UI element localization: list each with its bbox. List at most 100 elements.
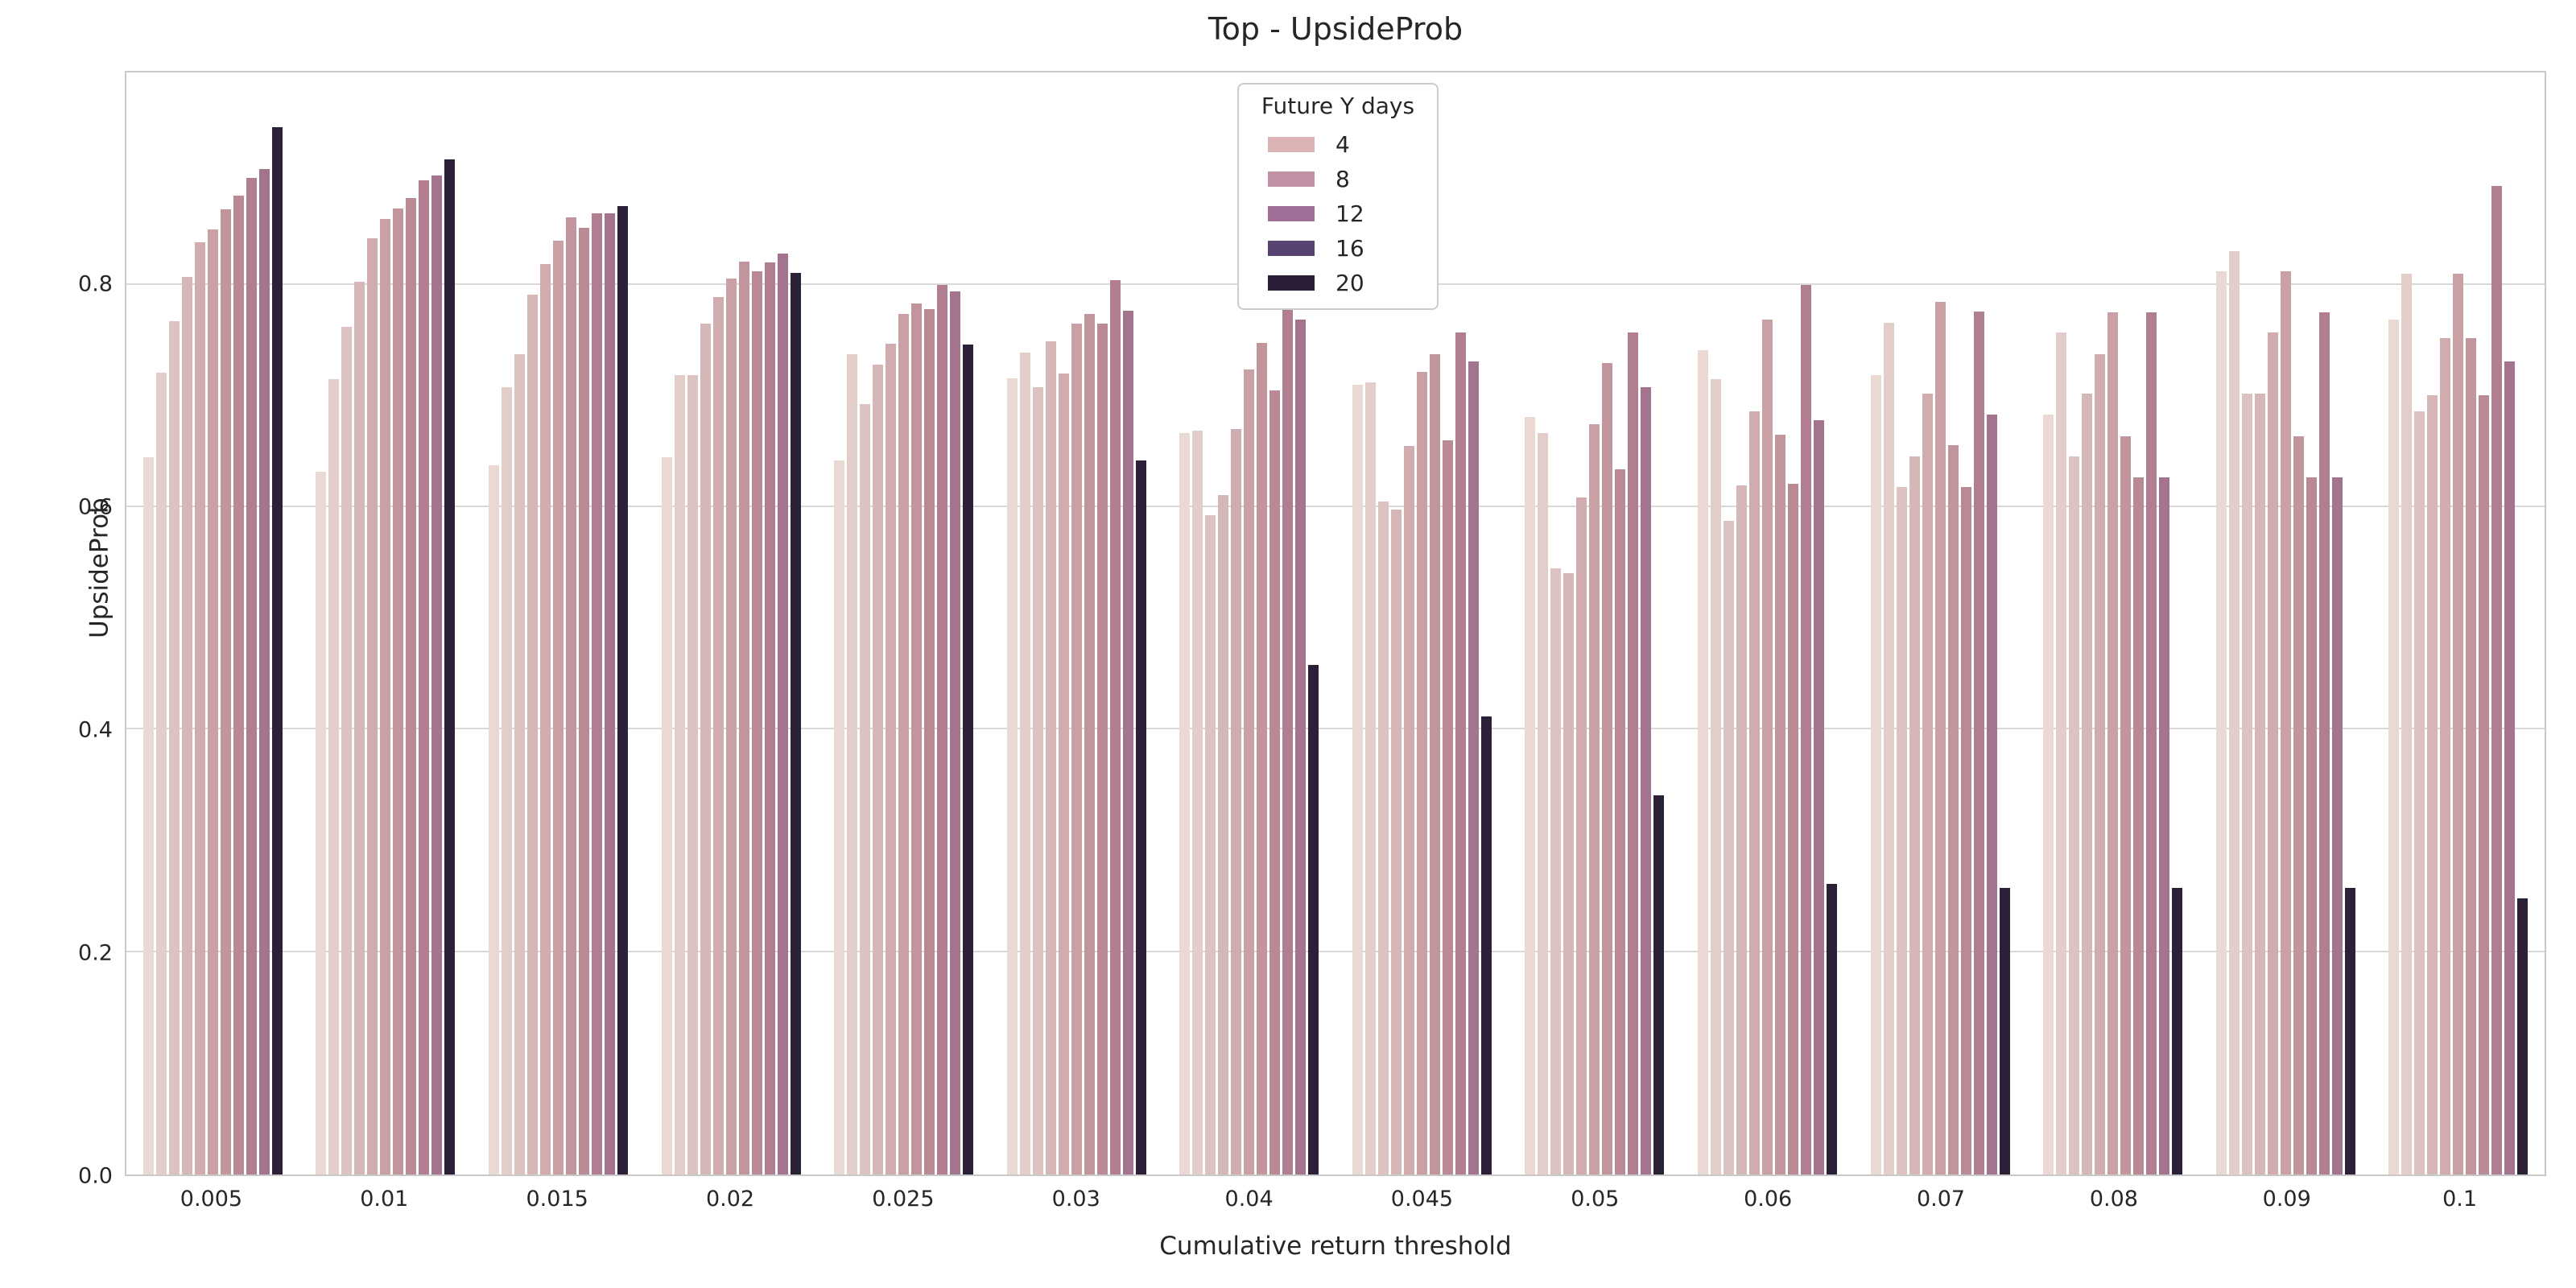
bar: [2504, 361, 2516, 1174]
bar: [341, 327, 353, 1174]
bar: [1826, 884, 1837, 1174]
bar: [233, 196, 244, 1174]
bar: [1870, 374, 1881, 1174]
bar: [937, 284, 948, 1174]
bar: [1045, 341, 1056, 1174]
legend-swatch: [1268, 137, 1315, 152]
legend-swatch: [1268, 241, 1315, 256]
bar: [2280, 271, 2291, 1174]
x-tick-label: 0.02: [705, 1187, 755, 1212]
bar: [2241, 394, 2252, 1174]
bar: [1589, 423, 1600, 1174]
bar: [1282, 297, 1294, 1174]
y-tick-label: 0.0: [78, 1163, 113, 1189]
x-tick-label: 0.01: [360, 1187, 409, 1212]
bar: [155, 373, 167, 1174]
bar-group-0.025: [817, 72, 990, 1174]
chart-title: Top - UpsideProb: [1208, 11, 1463, 47]
bar: [924, 309, 935, 1174]
bar: [1455, 332, 1466, 1174]
bar: [1257, 342, 1268, 1174]
bar: [367, 237, 378, 1174]
bar-group-0.045: [1335, 72, 1509, 1174]
bar: [2082, 394, 2093, 1174]
bar: [2401, 274, 2413, 1174]
bar: [2388, 319, 2400, 1174]
bar: [2069, 456, 2080, 1174]
bar: [1761, 319, 1773, 1174]
bar: [738, 261, 749, 1174]
bar: [1135, 460, 1146, 1174]
bar: [2293, 436, 2304, 1174]
bar: [258, 169, 270, 1174]
bar: [1468, 361, 1479, 1174]
bar: [712, 297, 724, 1174]
bar: [674, 374, 685, 1174]
bar: [661, 456, 672, 1174]
bar: [2344, 887, 2355, 1174]
bar: [431, 175, 443, 1174]
bar: [847, 353, 858, 1174]
bar: [1934, 301, 1946, 1174]
x-tick-label: 0.06: [1744, 1187, 1793, 1212]
bar: [604, 213, 615, 1174]
bar: [1377, 502, 1389, 1174]
bar: [860, 403, 871, 1174]
bar: [1550, 568, 1562, 1174]
bar: [1122, 310, 1133, 1174]
bar: [2414, 411, 2425, 1174]
bar: [1192, 430, 1203, 1174]
bar-group-0.015: [472, 72, 645, 1174]
bar: [168, 321, 180, 1174]
bar-group-0.03: [990, 72, 1163, 1174]
x-tick-label: 0.09: [2262, 1187, 2311, 1212]
bar: [1442, 440, 1453, 1174]
bar: [1697, 350, 1708, 1174]
bar: [1295, 319, 1307, 1174]
bar: [1390, 509, 1402, 1174]
bar: [591, 213, 602, 1174]
legend-label: 8: [1335, 166, 1350, 192]
legend-label: 20: [1335, 270, 1364, 296]
bar-group-0.05: [1509, 72, 1682, 1174]
legend-entry-8: 8: [1239, 162, 1437, 196]
bar: [898, 313, 910, 1174]
bar: [834, 460, 845, 1174]
bar: [380, 219, 391, 1174]
bar: [2172, 887, 2183, 1174]
bar: [873, 365, 884, 1174]
bar: [886, 344, 897, 1174]
bar: [790, 272, 801, 1174]
bar-group-0.1: [2372, 72, 2545, 1174]
bar-group-0.07: [1854, 72, 2027, 1174]
bar: [444, 159, 456, 1174]
bar: [2517, 898, 2529, 1174]
legend: Future Y days 4 8 12 16 20: [1237, 83, 1439, 310]
bar: [1973, 312, 1984, 1174]
bar: [1084, 313, 1095, 1174]
x-tick-label: 0.1: [2442, 1187, 2478, 1212]
legend-label: 12: [1335, 200, 1364, 227]
bar: [393, 208, 404, 1174]
bar: [328, 379, 340, 1174]
y-tick-label: 0.2: [78, 940, 113, 966]
bar: [1429, 353, 1440, 1174]
legend-swatch: [1268, 275, 1315, 291]
bar: [552, 240, 564, 1174]
bar: [2043, 415, 2054, 1174]
bar: [1653, 795, 1665, 1174]
bar: [700, 324, 711, 1174]
x-tick-label: 0.005: [180, 1187, 243, 1212]
bar: [2331, 477, 2343, 1174]
y-tick-label: 0.8: [78, 271, 113, 297]
bar: [1096, 324, 1108, 1174]
x-tick-label: 0.07: [1916, 1187, 1966, 1212]
bar: [1403, 446, 1414, 1174]
x-axis-label: Cumulative return threshold: [1159, 1232, 1512, 1261]
bar: [2228, 251, 2240, 1174]
bar: [1774, 435, 1785, 1174]
bar: [1538, 432, 1549, 1174]
legend-label: 4: [1335, 131, 1350, 158]
gridline-y-0.4: [126, 728, 2545, 730]
